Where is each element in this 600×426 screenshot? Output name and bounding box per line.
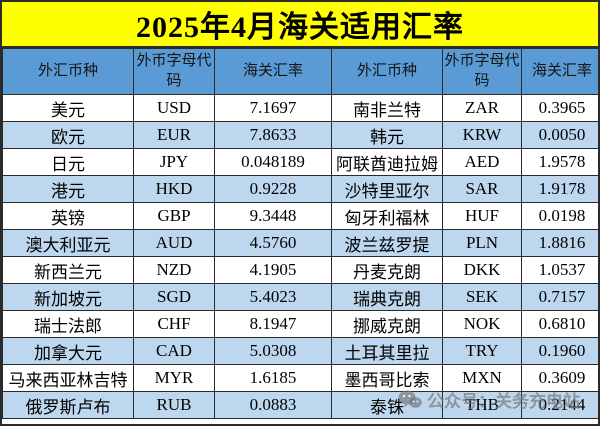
table-row: 俄罗斯卢布 RUB 0.0883 泰铢 THB 0.2144 [2, 391, 598, 419]
currency-code-cell: AUD [133, 229, 215, 257]
rate-cell: 0.3609 [521, 364, 598, 392]
rate-cell: 1.8816 [521, 229, 598, 257]
currency-code-cell: NZD [133, 256, 215, 284]
currency-name-cell: 土耳其里拉 [331, 337, 443, 365]
table-row: 加拿大元 CAD 5.0308 土耳其里拉 TRY 0.1960 [2, 337, 598, 365]
currency-code-cell: CHF [133, 310, 215, 338]
rate-cell: 5.4023 [214, 283, 332, 311]
currency-code-cell: SGD [133, 283, 215, 311]
rate-cell: 0.7157 [521, 283, 598, 311]
rate-cell: 1.9178 [521, 175, 598, 203]
currency-name-cell: 瑞士法郎 [2, 310, 134, 338]
currency-name-cell: 韩元 [331, 121, 443, 149]
currency-code-cell: MXN [442, 364, 522, 392]
table-row: 欧元 EUR 7.8633 韩元 KRW 0.0050 [2, 121, 598, 149]
table-row: 英镑 GBP 9.3448 匈牙利福林 HUF 0.0198 [2, 202, 598, 230]
currency-name-cell: 墨西哥比索 [331, 364, 443, 392]
currency-name-cell: 瑞典克朗 [331, 283, 443, 311]
currency-code-cell: SEK [442, 283, 522, 311]
rate-cell: 1.9578 [521, 148, 598, 176]
rate-cell: 0.1960 [521, 337, 598, 365]
currency-name-cell: 英镑 [2, 202, 134, 230]
table-row: 美元 USD 7.1697 南非兰特 ZAR 0.3965 [2, 94, 598, 122]
currency-code-cell: MYR [133, 364, 215, 392]
rate-cell: 1.6185 [214, 364, 332, 392]
currency-name-cell: 南非兰特 [331, 94, 443, 122]
currency-name-cell: 加拿大元 [2, 337, 134, 365]
rate-cell: 9.3448 [214, 202, 332, 230]
currency-name-cell: 匈牙利福林 [331, 202, 443, 230]
table-row: 澳大利亚元 AUD 4.5760 波兰兹罗提 PLN 1.8816 [2, 229, 598, 257]
col-header-code-right: 外币字母代码 [442, 48, 522, 95]
currency-name-cell: 欧元 [2, 121, 134, 149]
rate-cell: 0.3965 [521, 94, 598, 122]
rate-cell: 0.9228 [214, 175, 332, 203]
col-header-currency-left: 外汇币种 [2, 48, 134, 95]
currency-name-cell: 港元 [2, 175, 134, 203]
rate-cell: 1.0537 [521, 256, 598, 284]
rate-cell: 0.0883 [214, 391, 332, 419]
currency-name-cell: 俄罗斯卢布 [2, 391, 134, 419]
currency-name-cell: 挪威克朗 [331, 310, 443, 338]
table-row: 日元 JPY 0.048189 阿联酋迪拉姆 AED 1.9578 [2, 148, 598, 176]
currency-code-cell: USD [133, 94, 215, 122]
currency-code-cell: NOK [442, 310, 522, 338]
table-row: 新西兰元 NZD 4.1905 丹麦克朗 DKK 1.0537 [2, 256, 598, 284]
exchange-rate-table: 外汇币种 外币字母代码 海关汇率 外汇币种 外币字母代码 海关汇率 美元 USD 7… [2, 48, 598, 419]
currency-code-cell: JPY [133, 148, 215, 176]
rate-cell: 0.6810 [521, 310, 598, 338]
table-row: 新加坡元 SGD 5.4023 瑞典克朗 SEK 0.7157 [2, 283, 598, 311]
currency-code-cell: AED [442, 148, 522, 176]
currency-name-cell: 新加坡元 [2, 283, 134, 311]
currency-name-cell: 阿联酋迪拉姆 [331, 148, 443, 176]
table-row: 港元 HKD 0.9228 沙特里亚尔 SAR 1.9178 [2, 175, 598, 203]
currency-code-cell: RUB [133, 391, 215, 419]
currency-name-cell: 日元 [2, 148, 134, 176]
currency-name-cell: 波兰兹罗提 [331, 229, 443, 257]
table-row: 瑞士法郎 CHF 8.1947 挪威克朗 NOK 0.6810 [2, 310, 598, 338]
currency-code-cell: DKK [442, 256, 522, 284]
currency-code-cell: HKD [133, 175, 215, 203]
currency-name-cell: 新西兰元 [2, 256, 134, 284]
currency-name-cell: 马来西亚林吉特 [2, 364, 134, 392]
currency-code-cell: EUR [133, 121, 215, 149]
rate-cell: 7.8633 [214, 121, 332, 149]
currency-code-cell: GBP [133, 202, 215, 230]
currency-name-cell: 澳大利亚元 [2, 229, 134, 257]
currency-code-cell: PLN [442, 229, 522, 257]
currency-name-cell: 丹麦克朗 [331, 256, 443, 284]
table-row: 马来西亚林吉特 MYR 1.6185 墨西哥比索 MXN 0.3609 [2, 364, 598, 392]
currency-code-cell: SAR [442, 175, 522, 203]
rate-cell: 0.0198 [521, 202, 598, 230]
col-header-currency-right: 外汇币种 [331, 48, 443, 95]
currency-code-cell: CAD [133, 337, 215, 365]
currency-code-cell: ZAR [442, 94, 522, 122]
col-header-rate-left: 海关汇率 [214, 48, 332, 95]
currency-code-cell: HUF [442, 202, 522, 230]
currency-code-cell: KRW [442, 121, 522, 149]
page-title: 2025年4月海关适用汇率 [2, 2, 598, 48]
col-header-code-left: 外币字母代码 [133, 48, 215, 95]
rate-cell: 4.5760 [214, 229, 332, 257]
currency-code-cell: TRY [442, 337, 522, 365]
currency-name-cell: 泰铢 [331, 391, 443, 419]
rate-cell: 7.1697 [214, 94, 332, 122]
rate-cell: 0.2144 [521, 391, 598, 419]
col-header-rate-right: 海关汇率 [521, 48, 598, 95]
rate-cell: 5.0308 [214, 337, 332, 365]
currency-code-cell: THB [442, 391, 522, 419]
header-row: 外汇币种 外币字母代码 海关汇率 外汇币种 外币字母代码 海关汇率 [2, 48, 598, 95]
currency-name-cell: 沙特里亚尔 [331, 175, 443, 203]
rate-cell: 8.1947 [214, 310, 332, 338]
currency-name-cell: 美元 [2, 94, 134, 122]
rate-cell: 0.048189 [214, 148, 332, 176]
rate-cell: 0.0050 [521, 121, 598, 149]
rate-cell: 4.1905 [214, 256, 332, 284]
